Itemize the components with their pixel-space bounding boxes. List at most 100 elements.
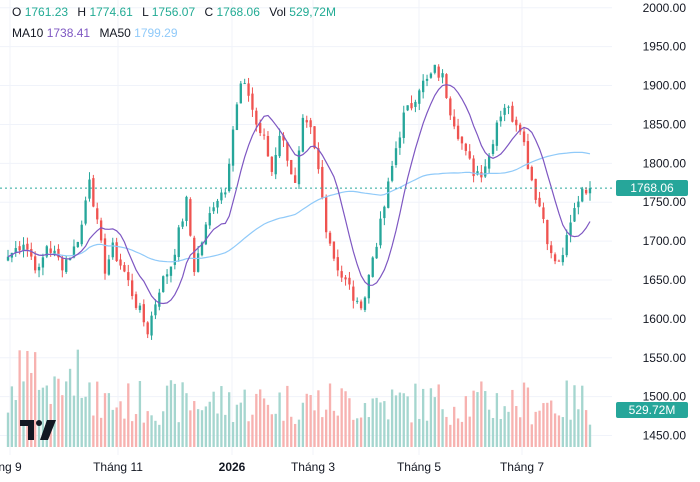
candle-body [22,244,25,251]
candle-body [107,259,111,275]
candle-body [445,74,448,98]
volume-bar [96,381,99,447]
candle-body [522,131,526,143]
volume-bar [239,402,242,447]
volume-bar [41,387,45,447]
volume-bar [84,396,87,447]
x-tick-label-2: 2026 [219,460,246,474]
candle-body [169,266,173,276]
volume-bar [418,418,421,447]
legend-close-label: C [204,5,214,19]
volume-bar [581,385,584,447]
volume-bar [433,397,436,447]
candle-body [464,143,468,151]
volume-bar [324,409,328,447]
candle-body [476,171,479,175]
candle-body [546,220,549,245]
volume-bar [146,411,149,447]
volume-bar [480,381,483,447]
candle-body [189,199,192,236]
candle-body [460,136,464,144]
candle-body [441,73,444,78]
candle-body [550,245,553,254]
volume-bar [487,409,491,447]
volume-bar [18,350,21,447]
x-tick-label-5: Tháng 7 [500,460,544,474]
candle-body [336,257,339,271]
volume-bar [387,419,390,447]
volume-bar [224,414,227,447]
volume-bar [208,401,211,447]
candle-body [33,256,37,271]
volume-bar [266,404,270,447]
volume-bar [297,419,301,447]
volume-bar [453,406,456,447]
x-tick-label-3: Tháng 3 [291,460,335,474]
y-tick-label-9: 1900.00 [643,79,687,93]
volume-bar [476,392,479,447]
volume-bar [158,424,161,447]
volume-bar [421,388,425,447]
volume-bar [216,413,219,447]
volume-bar [460,421,464,447]
volume-bar [6,412,10,447]
candle-body [243,83,246,85]
volume-bar [92,415,95,447]
candle-body [518,124,522,132]
x-tick-label-1: Tháng 11 [93,460,143,474]
candle-body [150,315,153,336]
candle-body [262,134,266,136]
volume-bar [584,410,588,447]
volume-bar [340,388,343,447]
candle-body [286,142,289,161]
tradingview-logo-icon[interactable] [20,418,58,442]
candle-body [561,255,565,263]
candle-body [123,265,126,272]
candle-body [573,208,576,222]
candle-body [26,243,29,250]
volume-bar [429,388,433,447]
candle-body [220,192,223,201]
volume-bar [130,421,134,447]
volume-bar [352,419,355,447]
candle-body [352,286,355,301]
volume-bar [344,391,347,447]
candle-body [227,163,231,192]
candle-body [76,242,80,247]
legend-ma10-value: 1738.41 [46,26,91,40]
candle-body [387,181,390,208]
candle-body [371,257,374,277]
volume-bar [503,406,506,447]
x-tick-label-0: ng 9 [0,460,22,474]
candle-body [216,200,219,208]
candle-body [154,304,157,316]
volume-bar [154,420,157,447]
ma-legend: MA10 1738.41 MA50 1799.29 [12,26,178,40]
legend-low-value: 1756.07 [151,5,196,19]
volume-bar [321,417,324,447]
candle-body [356,300,359,302]
volume-bar [103,393,107,447]
x-axis-labels: ng 9 Tháng 11 2026 Tháng 3 Tháng 5 Tháng 7 [0,460,544,474]
candle-body [142,304,145,323]
candle-body [45,246,48,257]
volume-bar [464,396,468,447]
candle-body [14,248,17,253]
volume-bar [30,372,33,447]
candle-body [165,274,169,277]
volume-bar [301,402,305,447]
volume-bar [550,400,553,447]
volume-bar [293,423,297,447]
candle-body [511,105,514,122]
candle-body [581,188,584,202]
candle-body [588,188,592,194]
volume-bar [425,420,429,447]
volume-bar [107,393,111,447]
candle-body [158,292,161,307]
volume-bar [348,398,351,447]
volume-bar [61,395,64,447]
volume-bar [414,383,417,447]
volume-bar [499,418,502,447]
last-price-tag: 1768.06 [616,180,688,197]
